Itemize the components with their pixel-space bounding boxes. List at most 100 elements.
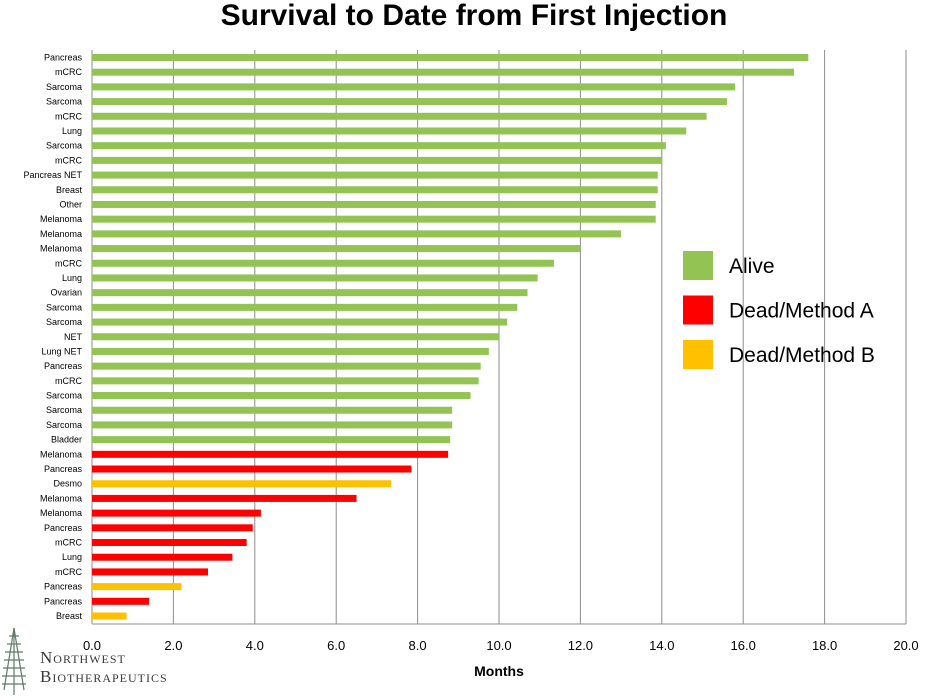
category-label: Pancreas	[44, 523, 83, 533]
bar	[92, 450, 449, 458]
category-label: Sarcoma	[46, 302, 82, 312]
bar	[92, 68, 795, 76]
category-label: Melanoma	[40, 214, 82, 224]
bar	[92, 347, 489, 355]
category-label: Lung NET	[41, 346, 82, 356]
legend-label: Dead/Method B	[729, 344, 875, 367]
category-label: mCRC	[55, 155, 82, 165]
x-tick-label: 2.0	[164, 638, 182, 653]
x-tick-label: 16.0	[731, 638, 756, 653]
category-label: Sarcoma	[46, 391, 82, 401]
bar	[92, 494, 357, 502]
bar	[92, 480, 392, 488]
category-label: Melanoma	[40, 493, 82, 503]
legend-swatch	[683, 251, 713, 280]
bar	[92, 392, 471, 400]
category-label: Pancreas	[44, 596, 83, 606]
category-label: NET	[64, 332, 83, 342]
bar	[92, 98, 727, 106]
category-label: Sarcoma	[46, 141, 82, 151]
bar	[92, 54, 809, 61]
x-tick-label: 4.0	[246, 638, 264, 653]
bar	[92, 509, 261, 517]
category-label: Lung	[62, 273, 82, 283]
bar	[92, 274, 538, 282]
category-labels: Pancreas mCRC Sarcoma Sarcoma mCRC Lung Sarcom…	[23, 53, 82, 622]
category-label: Melanoma	[40, 244, 82, 254]
category-label: Pancreas NET	[23, 170, 82, 180]
bar	[92, 259, 554, 267]
legend-label: Alive	[729, 255, 775, 278]
category-label: Pancreas	[44, 582, 83, 592]
bar	[92, 377, 479, 385]
category-label: Bladder	[51, 435, 82, 445]
bar	[92, 83, 736, 91]
bar	[92, 524, 253, 532]
category-label: Lung	[62, 552, 82, 562]
category-label: mCRC	[55, 376, 82, 386]
bar	[92, 142, 666, 150]
legend-swatch	[683, 340, 713, 369]
x-tick-labels: 0.0 2.0 4.0 6.0 8.0 10.0 12.0 14.0 16.0 18.0 20.0	[83, 638, 919, 653]
category-label: Melanoma	[40, 229, 82, 239]
bar	[92, 289, 528, 297]
category-label: mCRC	[55, 538, 82, 548]
bar	[92, 215, 656, 223]
bar	[92, 436, 451, 444]
tree-icon	[2, 627, 26, 695]
bar	[92, 200, 656, 208]
x-tick-label: 8.0	[409, 638, 427, 653]
x-tick-label: 18.0	[812, 638, 837, 653]
category-label: Sarcoma	[46, 82, 82, 92]
bar	[92, 186, 658, 194]
logo-line-2: Biotherapeutics	[40, 667, 168, 686]
bar	[92, 612, 127, 620]
bar	[92, 303, 518, 311]
legend-swatch	[683, 295, 713, 325]
chart-title: Survival to Date from First Injection	[221, 0, 728, 32]
bar	[92, 539, 247, 547]
bar	[92, 127, 687, 135]
category-label: Lung	[62, 126, 82, 136]
bar	[92, 568, 208, 576]
bar	[92, 597, 149, 605]
category-label: Pancreas	[44, 53, 83, 63]
category-label: mCRC	[55, 567, 82, 577]
category-label: Sarcoma	[46, 317, 82, 327]
bar	[92, 230, 622, 238]
bar	[92, 465, 412, 473]
x-axis-title: Months	[474, 663, 524, 679]
x-tick-label: 14.0	[649, 638, 674, 653]
category-label: Melanoma	[40, 449, 82, 459]
bars	[92, 54, 809, 620]
x-tick-label: 12.0	[568, 638, 593, 653]
category-label: Pancreas	[44, 361, 83, 371]
x-tick-label: 20.0	[893, 638, 918, 653]
category-label: Breast	[56, 611, 83, 621]
bar	[92, 553, 233, 561]
legend-label: Dead/Method A	[729, 300, 874, 323]
company-logo: Northwest Biotherapeutics	[2, 627, 168, 695]
bar	[92, 171, 658, 179]
bar	[92, 112, 707, 120]
category-label: mCRC	[55, 111, 82, 121]
bar	[92, 245, 581, 253]
category-label: Breast	[56, 185, 83, 195]
bar	[92, 362, 481, 370]
category-label: mCRC	[55, 258, 82, 268]
bar	[92, 421, 453, 429]
category-label: Sarcoma	[46, 405, 82, 415]
bar	[92, 333, 499, 341]
bar	[92, 318, 508, 326]
x-tick-label: 10.0	[486, 638, 511, 653]
bar	[92, 156, 662, 164]
legend: Alive Dead/Method A Dead/Method B	[683, 251, 875, 369]
category-label: Sarcoma	[46, 420, 82, 430]
bar	[92, 583, 182, 591]
category-label: Sarcoma	[46, 97, 82, 107]
bar	[92, 406, 453, 414]
category-label: Melanoma	[40, 508, 82, 518]
category-label: Desmo	[53, 479, 82, 489]
x-tick-label: 0.0	[83, 638, 101, 653]
